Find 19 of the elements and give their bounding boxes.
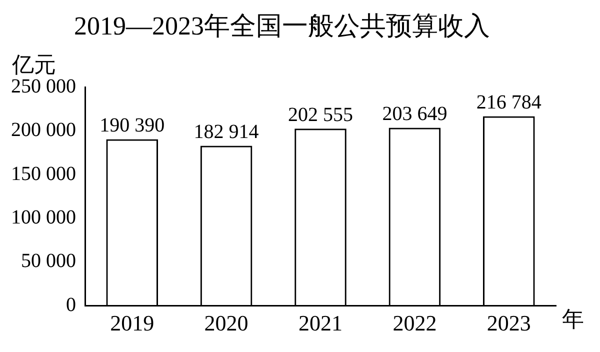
y-tick-label: 0 — [66, 294, 76, 316]
data-label: 202 555 — [288, 104, 353, 126]
y-tick-label: 200 000 — [11, 119, 76, 142]
x-tick-label: 2021 — [298, 310, 342, 336]
x-axis-title: 年 — [562, 306, 584, 332]
x-tick-label: 2019 — [110, 310, 154, 336]
x-tick-label: 2020 — [204, 310, 248, 336]
data-label: 190 390 — [100, 114, 165, 137]
data-label: 216 784 — [476, 91, 542, 114]
y-tick-label: 50 000 — [21, 250, 76, 272]
data-label: 182 914 — [194, 121, 259, 144]
x-tick-label: 2023 — [486, 310, 531, 336]
y-axis-title: 亿元 — [11, 52, 56, 77]
y-tick-label: 250 000 — [11, 75, 76, 98]
y-tick-label: 100 000 — [11, 206, 76, 228]
y-tick-label: 150 000 — [11, 162, 76, 185]
chart-title: 2019—2023年全国一般公共预算收入 — [74, 11, 490, 40]
x-tick-label: 2022 — [392, 310, 437, 336]
data-label: 203 649 — [382, 102, 448, 125]
